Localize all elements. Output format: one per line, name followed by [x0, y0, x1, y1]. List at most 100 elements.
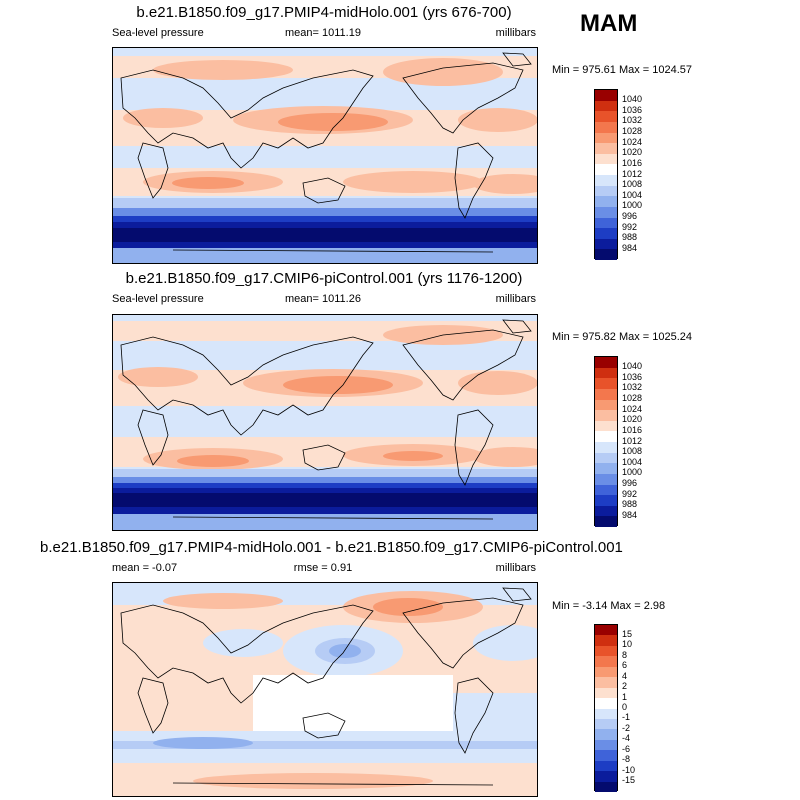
- colorbar-tick-label: 4: [622, 670, 628, 681]
- colorbar-swatch: [595, 388, 617, 400]
- panel-1-title: b.e21.B1850.f09_g17.PMIP4-midHolo.001 (y…: [136, 4, 512, 21]
- panel-3-minmax: Min = -3.14 Max = 2.98: [552, 600, 666, 612]
- colorbar-swatch: [595, 505, 617, 517]
- colorbar-swatch: [595, 666, 617, 678]
- colorbar-swatch: [595, 196, 617, 207]
- colorbar-swatch: [595, 153, 617, 165]
- colorbar-tick-label: 1028: [622, 393, 643, 403]
- colorbar-swatch: [595, 635, 617, 646]
- colorbar-swatch: [595, 760, 617, 772]
- colorbar-swatch: [595, 771, 617, 782]
- colorbar-tick-label: 1: [622, 691, 628, 702]
- colorbar-swatch: [595, 625, 617, 636]
- colorbar-tick-label: 1000: [622, 200, 643, 211]
- colorbar-tick-label: 1012: [622, 435, 643, 446]
- panel-3-colorbar: 15 10 8 6 4 2 1 0 -1 -2 -4 -6 -8 -10 -15: [594, 624, 654, 794]
- colorbar-tick-label: -2: [622, 722, 631, 733]
- colorbar-swatch: [595, 442, 617, 453]
- colorbar-tick-label: 1000: [622, 467, 643, 478]
- colorbar-tick-label: -8: [622, 754, 631, 765]
- colorbar-swatch: [595, 781, 617, 792]
- panel-2-colorbar-ramp: [594, 356, 618, 527]
- colorbar-swatch: [595, 463, 617, 474]
- colorbar-tick-label: 988: [622, 232, 638, 243]
- colorbar-swatch: [595, 238, 617, 250]
- panel-3-rmse: rmse = 0.91: [293, 562, 353, 574]
- colorbar-tick-label: 1032: [622, 382, 643, 393]
- colorbar-tick-label: 1036: [622, 371, 643, 382]
- colorbar-swatch: [595, 90, 617, 101]
- colorbar-swatch: [595, 516, 617, 527]
- colorbar-swatch: [595, 729, 617, 740]
- colorbar-tick-label: 1024: [622, 403, 643, 414]
- colorbar-swatch: [595, 378, 617, 389]
- panel-3-mean: mean = -0.07: [112, 562, 178, 574]
- colorbar-swatch: [595, 132, 617, 144]
- colorbar-swatch: [595, 249, 617, 260]
- colorbar-tick-label: 10: [622, 639, 633, 650]
- colorbar-tick-label: 1036: [622, 104, 643, 115]
- colorbar-swatch: [595, 206, 617, 218]
- colorbar-swatch: [595, 121, 617, 133]
- panel-1-mean: mean= 1011.19: [285, 27, 361, 39]
- panel-3-units: millibars: [495, 562, 536, 574]
- colorbar-swatch: [595, 495, 617, 506]
- colorbar-swatch: [595, 143, 617, 154]
- colorbar-tick-label: 15: [622, 628, 633, 639]
- panel-2-map: [112, 314, 538, 531]
- colorbar-swatch: [595, 217, 617, 229]
- colorbar-tick-label: 1012: [622, 168, 643, 179]
- colorbar-swatch: [595, 185, 617, 197]
- colorbar-tick-label: 1024: [622, 136, 643, 147]
- season-label: MAM: [580, 10, 638, 37]
- panel-1-minmax: Min = 975.61 Max = 1024.57: [552, 64, 693, 76]
- colorbar-swatch: [595, 484, 617, 496]
- colorbar-tick-label: 988: [622, 499, 638, 510]
- colorbar-swatch: [595, 111, 617, 122]
- colorbar-tick-label: 1028: [622, 126, 643, 136]
- panel-2-minmax: Min = 975.82 Max = 1025.24: [552, 331, 693, 343]
- colorbar-swatch: [595, 677, 617, 688]
- colorbar-tick-label: 1040: [622, 94, 643, 105]
- colorbar-swatch: [595, 420, 617, 432]
- colorbar-tick-label: 1016: [622, 157, 643, 168]
- colorbar-swatch: [595, 718, 617, 730]
- colorbar-tick-label: -10: [622, 764, 636, 775]
- colorbar-tick-label: -4: [622, 733, 631, 744]
- colorbar-tick-label: 1032: [622, 115, 643, 126]
- colorbar-tick-label: 996: [622, 211, 638, 221]
- colorbar-swatch: [595, 473, 617, 485]
- panel-1-units: millibars: [495, 27, 536, 39]
- colorbar-tick-label: -1: [622, 712, 631, 723]
- panel-2-colorbar: 1040 1036 1032 1028 1024 1020 1016 1012 1008 1004…: [594, 356, 654, 527]
- colorbar-swatch: [595, 750, 617, 761]
- colorbar-swatch: [595, 645, 617, 657]
- colorbar-swatch: [595, 357, 617, 368]
- colorbar-swatch: [595, 175, 617, 186]
- colorbar-tick-label: -15: [622, 775, 636, 786]
- colorbar-tick-label: -6: [622, 743, 631, 754]
- colorbar-tick-label: 984: [622, 509, 638, 520]
- colorbar-swatch: [595, 367, 617, 379]
- panel-2-mean: mean= 1011.26: [285, 293, 361, 305]
- colorbar-swatch: [595, 164, 617, 175]
- colorbar-tick-label: 1020: [622, 414, 643, 425]
- colorbar-tick-label: 1004: [622, 189, 643, 200]
- panel-2-units: millibars: [495, 293, 536, 305]
- panel-3-colorbar-ramp: [594, 624, 618, 792]
- colorbar-tick-label: 984: [622, 242, 638, 253]
- panel-1-map: [112, 47, 538, 264]
- colorbar-swatch: [595, 708, 617, 719]
- colorbar-tick-label: 1004: [622, 456, 643, 467]
- panel-1-variable-label: Sea-level pressure: [112, 27, 204, 39]
- colorbar-swatch: [595, 698, 617, 709]
- colorbar-tick-label: 6: [622, 660, 628, 671]
- panel-1-colorbar: 1040 1036 1032 1028 1024 1020 1016 1012 1008 1004…: [594, 89, 654, 260]
- colorbar-tick-label: 992: [622, 221, 638, 232]
- colorbar-swatch: [595, 431, 617, 442]
- colorbar-tick-label: 1040: [622, 361, 643, 372]
- colorbar-tick-label: 8: [622, 649, 628, 660]
- colorbar-tick-label: 1020: [622, 147, 643, 158]
- colorbar-tick-label: 996: [622, 478, 638, 488]
- colorbar-swatch: [595, 452, 617, 464]
